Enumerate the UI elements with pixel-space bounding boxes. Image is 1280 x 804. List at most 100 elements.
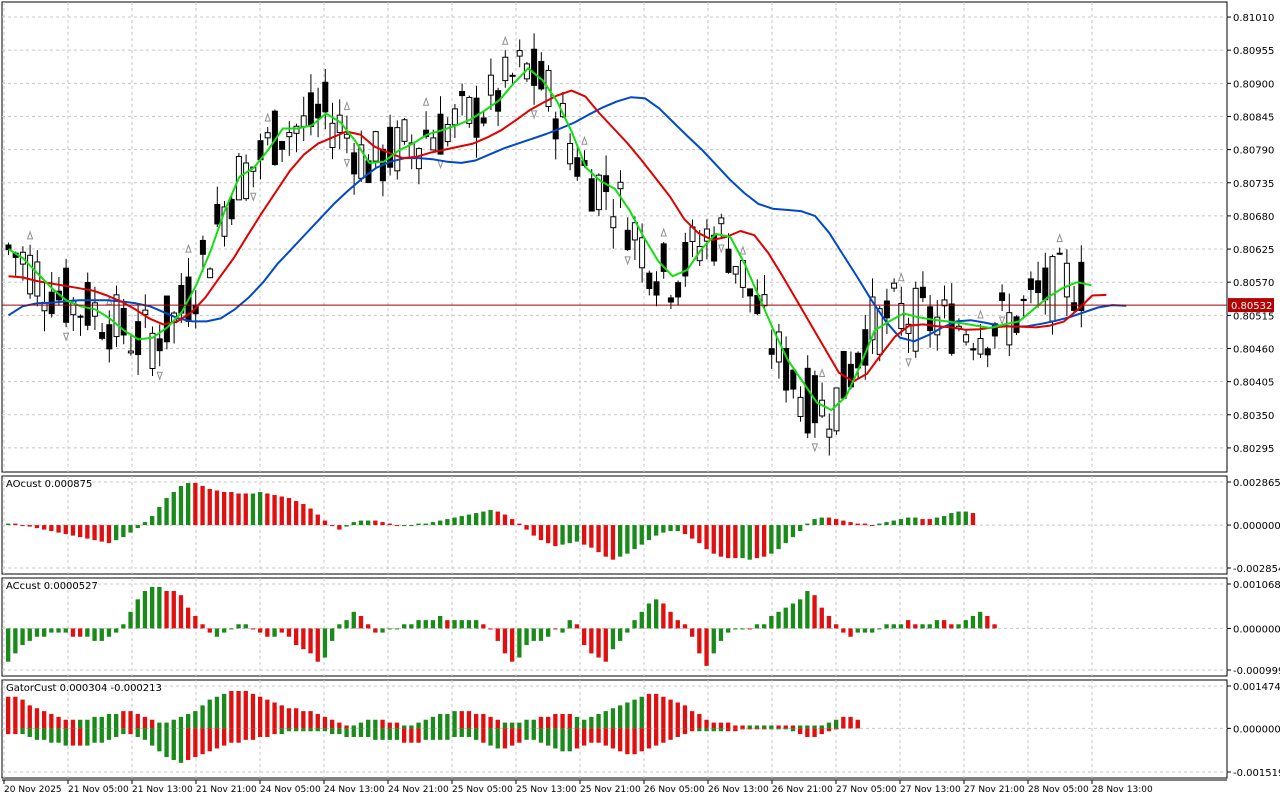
fractal-up-marker bbox=[422, 96, 430, 106]
gator-upper-bar bbox=[848, 716, 853, 729]
histogram-bar bbox=[85, 628, 90, 637]
histogram-bar bbox=[56, 525, 61, 533]
gator-lower-bar bbox=[711, 728, 716, 732]
histogram-bar bbox=[34, 525, 40, 529]
histogram-bar bbox=[783, 525, 788, 544]
gator-upper-bar bbox=[510, 722, 515, 729]
x-tick-label: 24 Nov 13:00 bbox=[324, 785, 385, 795]
gator-lower-bar bbox=[358, 728, 364, 737]
gator-lower-bar bbox=[99, 728, 104, 743]
candle-body bbox=[5, 244, 12, 251]
candle-body bbox=[502, 56, 509, 82]
histogram-bar bbox=[589, 525, 594, 548]
histogram-bar bbox=[142, 522, 148, 526]
histogram-bar bbox=[682, 624, 688, 629]
histogram-bar bbox=[308, 508, 313, 526]
histogram-bar bbox=[862, 523, 868, 526]
histogram-bar bbox=[906, 620, 911, 629]
gator-upper-bar bbox=[531, 719, 536, 729]
histogram-bar bbox=[848, 628, 853, 637]
gator-upper-bar bbox=[697, 713, 702, 729]
histogram-bar bbox=[747, 525, 752, 560]
histogram-bar bbox=[258, 628, 263, 633]
histogram-bar bbox=[27, 628, 32, 641]
histogram-bar bbox=[402, 525, 407, 527]
gator-lower-bar bbox=[589, 728, 594, 743]
candle-body bbox=[343, 133, 350, 139]
candle-body bbox=[984, 348, 991, 356]
histogram-bar bbox=[920, 624, 925, 629]
histogram-bar bbox=[394, 628, 400, 630]
fractal-down-marker bbox=[156, 371, 163, 381]
histogram-bar bbox=[682, 525, 688, 535]
gator-upper-bar bbox=[603, 711, 608, 729]
candle-body bbox=[732, 266, 739, 275]
gator-lower-bar bbox=[286, 728, 292, 732]
histogram-bar bbox=[250, 493, 256, 526]
candle-body bbox=[293, 125, 300, 134]
histogram-bar bbox=[805, 591, 810, 629]
gator-lower-bar bbox=[42, 728, 47, 740]
gator-lower-bar bbox=[301, 728, 306, 732]
candle-body bbox=[509, 74, 516, 77]
histogram-bar bbox=[654, 525, 659, 536]
gator-upper-bar bbox=[135, 713, 140, 729]
gator-upper-bar bbox=[128, 711, 133, 729]
histogram-bar bbox=[488, 628, 493, 630]
gator-upper-bar bbox=[524, 719, 529, 729]
histogram-bar bbox=[524, 525, 529, 530]
x-tick-label: 20 Nov 2025 bbox=[4, 785, 62, 795]
histogram-bar bbox=[207, 488, 212, 526]
histogram-bar bbox=[956, 511, 961, 526]
gator-lower-bar bbox=[344, 728, 349, 737]
gator-upper-bar bbox=[445, 713, 450, 729]
histogram-bar bbox=[884, 522, 889, 526]
histogram-bar bbox=[567, 525, 572, 544]
gator-upper-bar bbox=[826, 722, 832, 729]
gator-upper-bar bbox=[589, 716, 594, 729]
y-tick-label: 0.81010 bbox=[1233, 13, 1274, 24]
histogram-bar bbox=[574, 624, 580, 629]
y-tick-label: -0.0009997 bbox=[1233, 666, 1280, 677]
gator-lower-bar bbox=[704, 728, 709, 732]
y-tick-label: 0.000000 bbox=[1233, 724, 1280, 735]
histogram-bar bbox=[207, 628, 212, 633]
y-tick-label: 0.80735 bbox=[1233, 179, 1274, 190]
gator-lower-bar bbox=[733, 728, 738, 732]
histogram-bar bbox=[560, 628, 565, 633]
histogram-bar bbox=[783, 607, 788, 629]
gator-upper-bar bbox=[142, 716, 148, 729]
histogram-bar bbox=[243, 624, 248, 629]
candle-body bbox=[1027, 278, 1034, 290]
histogram-bar bbox=[56, 628, 61, 633]
gator-upper-bar bbox=[222, 693, 227, 729]
histogram-bar bbox=[6, 628, 11, 662]
histogram-bar bbox=[222, 628, 227, 633]
histogram-bar bbox=[517, 628, 522, 658]
histogram-bar bbox=[380, 522, 385, 526]
histogram-bar bbox=[733, 525, 738, 559]
gator-lower-bar bbox=[747, 728, 752, 730]
gator-upper-bar bbox=[229, 690, 234, 729]
histogram-bar bbox=[610, 628, 616, 650]
y-tick-label: 0.80845 bbox=[1233, 112, 1274, 123]
indicator-label: GatorCust 0.000304 -0.000213 bbox=[6, 683, 162, 694]
histogram-bar bbox=[49, 628, 54, 633]
histogram-bar bbox=[970, 615, 976, 629]
histogram-bar bbox=[157, 586, 162, 629]
histogram-bar bbox=[942, 516, 947, 526]
candle-body bbox=[977, 337, 984, 355]
histogram-bar bbox=[596, 628, 601, 658]
candle-body bbox=[142, 309, 149, 316]
candle-body bbox=[567, 142, 574, 165]
histogram-bar bbox=[718, 628, 724, 641]
gator-lower-bar bbox=[322, 728, 328, 732]
histogram-bar bbox=[474, 513, 479, 526]
gator-lower-bar bbox=[214, 728, 220, 749]
gator-lower-bar bbox=[754, 728, 760, 730]
gator-upper-bar bbox=[106, 713, 112, 729]
candle-body bbox=[1049, 256, 1056, 322]
gator-lower-bar bbox=[366, 728, 371, 737]
histogram-bar bbox=[63, 628, 68, 633]
